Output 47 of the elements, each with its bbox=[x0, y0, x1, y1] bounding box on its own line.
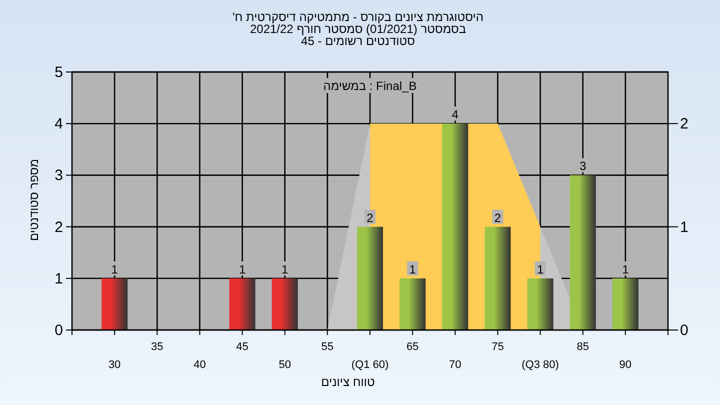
x-tick-label: 55 bbox=[321, 341, 334, 353]
y2-tick-label: 1 bbox=[680, 218, 688, 236]
x-tick-label: 70 bbox=[449, 359, 462, 371]
bar bbox=[272, 278, 298, 330]
bar bbox=[527, 278, 554, 330]
y-tick-label: 0 bbox=[54, 322, 63, 339]
x-tick-label: 30 bbox=[108, 359, 121, 371]
annotation: במשימה : Final_B bbox=[323, 79, 417, 93]
x-tick-label: 85 bbox=[576, 341, 589, 353]
x-tick-label: 45 bbox=[236, 341, 248, 353]
data-label: 1 bbox=[622, 262, 630, 276]
bar bbox=[102, 278, 128, 330]
bar bbox=[484, 226, 511, 330]
y2-tick-label: 2 bbox=[680, 116, 688, 133]
data-label: 4 bbox=[452, 108, 459, 122]
y2-tick-label: 0 bbox=[680, 322, 688, 339]
y-tick-label: 3 bbox=[54, 167, 63, 184]
x-tick-label: 75 bbox=[492, 341, 504, 353]
data-label: 1 bbox=[409, 262, 416, 276]
data-label: 1 bbox=[536, 262, 544, 276]
bar bbox=[357, 226, 383, 330]
x-tick-label: 90 bbox=[619, 359, 632, 371]
chart-subtitle: בסמסטר (01/2021) סמסטר חורף 2021/22 סטודנטים רשומים - 45 bbox=[250, 22, 466, 48]
bar bbox=[442, 124, 468, 330]
data-label: 1 bbox=[282, 262, 289, 276]
chart-title: היסטוגרמת ציונים בקורס - מתמטיקה דיסקרטית ח' bbox=[232, 10, 484, 24]
data-label: 2 bbox=[494, 210, 502, 225]
y-tick-label: 1 bbox=[54, 270, 63, 288]
bar bbox=[612, 278, 638, 330]
data-label: 3 bbox=[580, 159, 587, 174]
y-axis-title: מספר סטודנטים bbox=[27, 158, 41, 242]
x-tick-label: (Q1 60) bbox=[351, 359, 389, 371]
data-label: 1 bbox=[111, 262, 118, 276]
bar bbox=[570, 175, 596, 330]
data-label: 2 bbox=[366, 210, 374, 225]
data-label: 1 bbox=[238, 262, 246, 276]
x-tick-label: 40 bbox=[194, 359, 206, 371]
y-tick-label: 2 bbox=[54, 218, 63, 236]
bar bbox=[229, 278, 256, 330]
x-tick-label: 50 bbox=[278, 359, 291, 371]
y-tick-label: 5 bbox=[54, 64, 63, 81]
x-tick-label: (Q3 80) bbox=[522, 359, 559, 371]
x-tick-label: 35 bbox=[151, 341, 164, 353]
y-tick-label: 4 bbox=[54, 116, 63, 133]
x-tick-label: 65 bbox=[406, 341, 419, 353]
bar bbox=[400, 278, 426, 330]
x-axis-title: טווח ציונים bbox=[321, 375, 376, 389]
